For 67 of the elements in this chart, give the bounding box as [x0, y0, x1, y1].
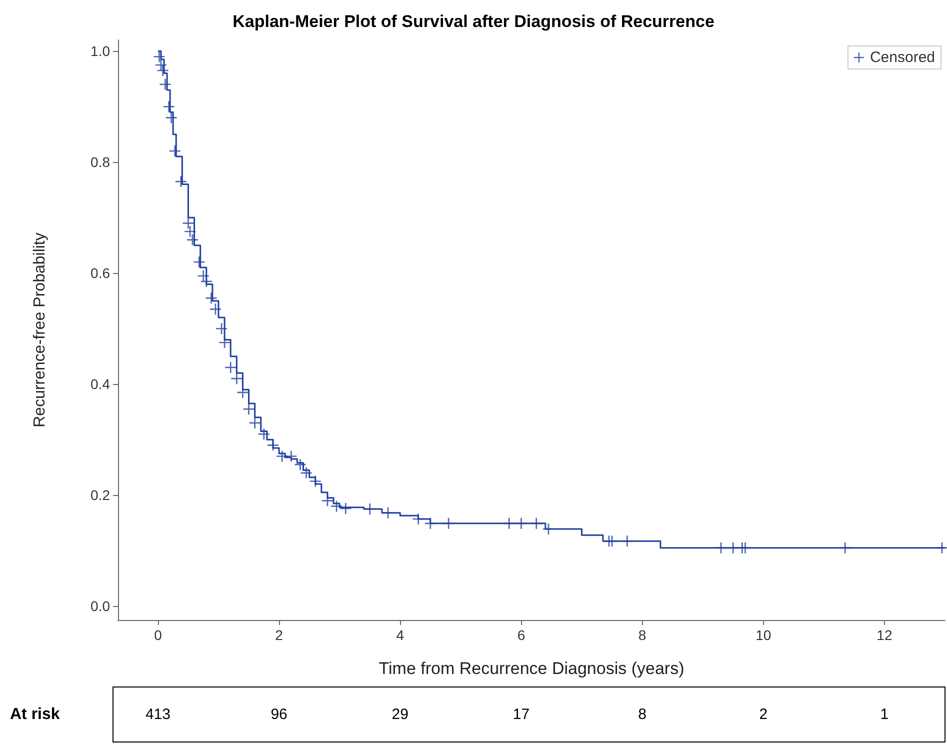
point: [206, 292, 217, 304]
point: [424, 518, 436, 529]
y-tick-label: 0.6: [90, 265, 110, 282]
x-tick-label: 4: [396, 627, 404, 643]
legend-label: Censored: [870, 49, 936, 66]
point: [340, 502, 352, 514]
point: [840, 542, 851, 554]
point: [258, 428, 270, 440]
point: [194, 256, 205, 268]
point: [382, 507, 394, 518]
point: [331, 500, 342, 512]
point: [157, 65, 168, 76]
point: [216, 323, 228, 334]
chart-title: Kaplan-Meier Plot of Survival after Diagnosis of Recurrence: [232, 12, 714, 31]
point: [160, 78, 171, 90]
text: 29: [392, 706, 408, 723]
point: [516, 518, 527, 529]
point: [622, 536, 633, 547]
x-tick-label: 2: [275, 627, 284, 643]
text: At risk: [10, 706, 60, 723]
point: [322, 495, 333, 506]
text: 8: [638, 706, 646, 723]
y-tick-label: 0.4: [90, 376, 110, 392]
text: 17: [512, 706, 530, 723]
point: [300, 467, 312, 478]
point: [530, 518, 542, 529]
x-tick-label: 6: [517, 627, 526, 643]
point: [237, 386, 248, 398]
x-tick-label: 12: [876, 627, 892, 643]
point: [715, 542, 726, 554]
y-tick-label: 0.2: [90, 487, 110, 504]
point: [169, 146, 180, 157]
point: [225, 362, 236, 373]
x-axis-title: Time from Recurrence Diagnosis (years): [378, 659, 684, 678]
point: [210, 304, 221, 315]
y-tick-label: 0.8: [90, 154, 110, 170]
y-tick-label: 1.0: [90, 43, 110, 60]
text: 1: [880, 706, 889, 723]
point: [198, 270, 209, 282]
x-tick-label: 8: [638, 627, 646, 643]
point: [606, 536, 618, 547]
point: [163, 101, 174, 112]
point: [286, 450, 297, 462]
point: [166, 112, 177, 124]
x-tick-label: 10: [756, 627, 772, 643]
point: [249, 417, 260, 428]
point: [267, 440, 278, 451]
point: [182, 218, 194, 229]
point: [504, 518, 515, 529]
x-tick-label: 0: [154, 627, 162, 643]
point: [412, 513, 424, 524]
point: [200, 276, 212, 287]
text: 96: [270, 706, 288, 723]
point: [243, 404, 254, 415]
point: [310, 476, 321, 487]
point: [936, 542, 947, 554]
point: [231, 373, 242, 384]
point: [154, 51, 165, 62]
point: [364, 503, 376, 514]
point: [728, 542, 739, 554]
y-axis-title: Recurrence-free Probability: [32, 232, 48, 428]
y-tick-label: 0.0: [90, 598, 110, 614]
text: 413: [145, 706, 170, 723]
point: [740, 542, 751, 554]
text: 2: [759, 706, 768, 723]
point: [186, 234, 198, 246]
point: [294, 459, 306, 470]
